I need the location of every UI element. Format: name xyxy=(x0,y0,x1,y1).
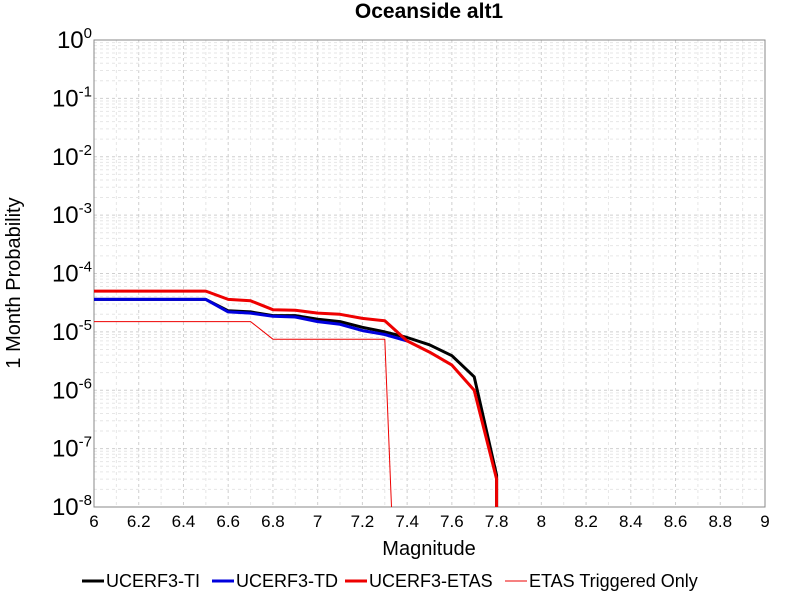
legend-label-2: UCERF3-TD xyxy=(236,571,338,591)
grid xyxy=(93,40,766,508)
x-tick-label: 8.4 xyxy=(619,512,643,531)
legend: UCERF3-TI UCERF3-TD UCERF3-ETAS ETAS Trigge… xyxy=(82,571,698,591)
x-tick-label: 7.4 xyxy=(395,512,419,531)
series-line-3 xyxy=(94,289,499,507)
x-tick-label: 9 xyxy=(760,512,769,531)
y-tick-label: 10-6 xyxy=(52,375,92,404)
x-tick-label: 6.6 xyxy=(216,512,240,531)
y-tick-label: 10-5 xyxy=(52,317,92,346)
x-tick-label: 6 xyxy=(89,512,98,531)
legend-label-4: ETAS Triggered Only xyxy=(529,571,698,591)
legend-label-3: UCERF3-ETAS xyxy=(369,571,493,591)
series-line-2 xyxy=(94,297,408,343)
x-tick-label: 7.2 xyxy=(351,512,375,531)
y-axis-label: 1 Month Probability xyxy=(3,197,25,368)
x-tick-label: 6.4 xyxy=(172,512,196,531)
y-tick-label: 10-7 xyxy=(52,434,92,463)
y-tick-label: 10-8 xyxy=(52,492,92,521)
x-tick-label: 8.8 xyxy=(708,512,732,531)
legend-label-1: UCERF3-TI xyxy=(106,571,200,591)
y-tick-label: 10-2 xyxy=(52,142,92,171)
x-tick-label: 7.6 xyxy=(440,512,464,531)
y-tick-label: 100 xyxy=(57,25,92,54)
x-tick-labels: 6 6.2 6.4 6.6 6.8 7 7.2 7.4 7.6 7.8 8 8.2 8.4 8.6 8.8 9 xyxy=(89,512,769,531)
plot-area-frame xyxy=(93,39,766,508)
x-tick-label: 8 xyxy=(537,512,546,531)
x-axis-label: Magnitude xyxy=(382,538,475,560)
x-tick-label: 7.8 xyxy=(485,512,509,531)
x-tick-label: 6.8 xyxy=(261,512,285,531)
y-tick-labels: 100 10-1 10-2 10-3 10-4 10-5 10-6 10-7 10-8 xyxy=(52,25,92,521)
x-tick-label: 8.2 xyxy=(574,512,598,531)
series-layer xyxy=(94,289,499,508)
y-tick-label: 10-3 xyxy=(52,200,92,229)
x-tick-label: 8.6 xyxy=(664,512,688,531)
y-tick-label: 10-4 xyxy=(52,259,92,288)
series-line-4 xyxy=(94,321,392,508)
chart-title: Oceanside alt1 xyxy=(355,0,504,23)
x-tick-label: 7 xyxy=(313,512,322,531)
x-tick-label: 6.2 xyxy=(127,512,151,531)
y-tick-label: 10-1 xyxy=(52,83,92,112)
